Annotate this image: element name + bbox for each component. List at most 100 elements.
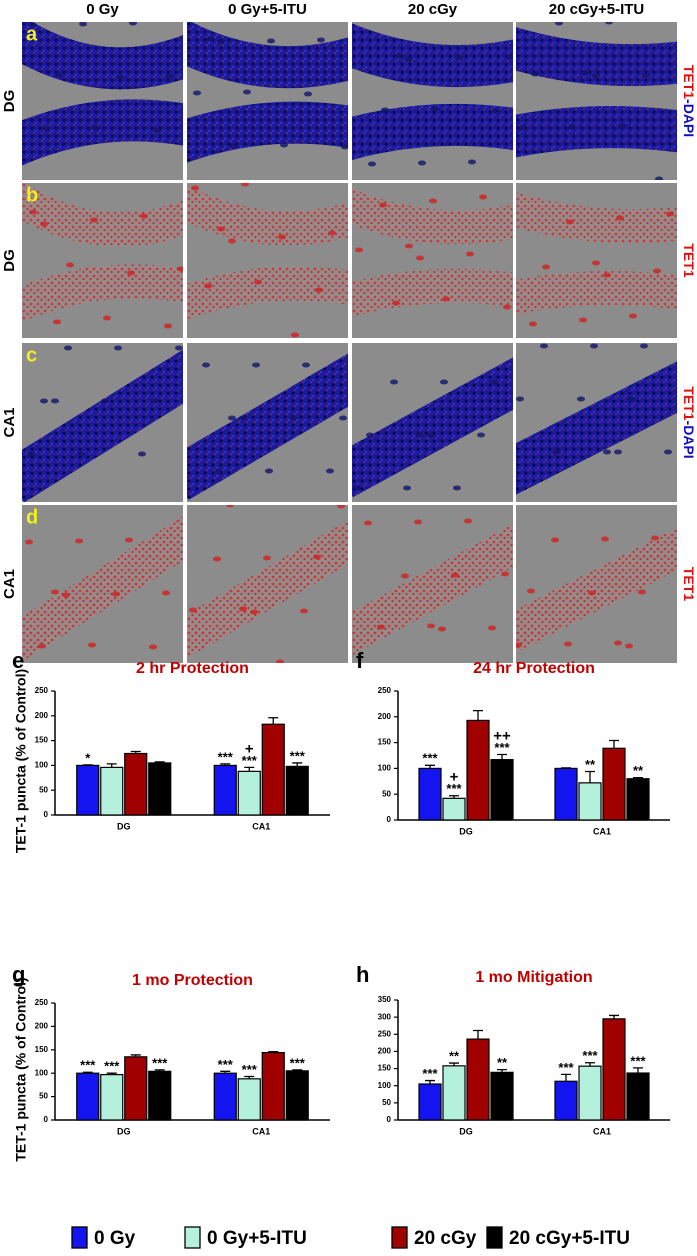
y-tick-label: 200 [35, 711, 49, 720]
error-bar [473, 1029, 483, 1040]
bar [100, 766, 124, 816]
legend-swatch [71, 1226, 88, 1249]
stain-label: TET1 [681, 567, 697, 601]
y-tick-label: 50 [382, 1098, 391, 1107]
column-header: 0 Gy+5-ITU [228, 1, 307, 18]
significance-label: *** [558, 1060, 574, 1075]
stain-label: TET1 [681, 243, 697, 277]
bar [100, 1074, 124, 1121]
panel-letter: g [12, 962, 25, 987]
micrograph [187, 343, 348, 502]
error-bar [220, 1070, 231, 1074]
y-tick-label: 50 [39, 1092, 48, 1101]
y-tick-label: 300 [378, 1012, 392, 1021]
y-tick-label: 250 [35, 686, 49, 695]
y-tick-label: 100 [378, 1081, 392, 1090]
panel-letter: h [356, 962, 369, 987]
micrograph [22, 22, 183, 180]
micrograph [516, 183, 677, 338]
column-header: 20 cGy [408, 1, 458, 18]
stain-part: TET1 [681, 567, 697, 601]
error-bar [633, 1067, 643, 1074]
stain-label: TET1-DAPI [681, 386, 697, 458]
significance-label: *** [218, 749, 234, 764]
micrograph [352, 505, 513, 663]
error-bar [449, 795, 459, 799]
micrograph [352, 22, 513, 180]
significance-label: *** [152, 1055, 168, 1070]
x-tick-label: DG [117, 1126, 131, 1136]
significance-label: *** [630, 1053, 646, 1068]
bar [626, 778, 650, 821]
bar [418, 767, 442, 821]
stain-label: TET1-DAPI [681, 65, 697, 137]
significance-label: *** [218, 1057, 234, 1072]
bar [261, 1052, 285, 1121]
error-bar [292, 1069, 303, 1071]
significance-label: *** [422, 751, 438, 766]
error-bar [130, 1054, 141, 1057]
micrograph [22, 343, 183, 502]
chart-title: 24 hr Protection [473, 660, 595, 677]
significance-label: *** [104, 1059, 120, 1074]
micrograph [22, 183, 183, 338]
error-bar [585, 1062, 595, 1067]
micrograph [516, 505, 677, 663]
y-tick-label: 200 [378, 712, 392, 721]
y-tick-label: 100 [35, 761, 49, 770]
error-bar [473, 709, 483, 721]
error-bar [425, 1079, 435, 1084]
y-tick-label: 250 [378, 686, 392, 695]
bar [124, 752, 148, 816]
error-bar [609, 739, 619, 749]
panel-letter: e [12, 648, 24, 673]
legend-label: 0 Gy [94, 1228, 136, 1249]
error-bar [154, 761, 165, 763]
y-tick-label: 350 [378, 995, 392, 1004]
x-tick-label: CA1 [252, 821, 270, 831]
error-bar [268, 717, 279, 725]
significance-label: ** [585, 757, 596, 772]
error-bar [585, 770, 595, 783]
y-axis-label: TET-1 puncta (% of Control) [13, 977, 29, 1161]
bar [285, 765, 309, 816]
legend-swatch [391, 1226, 408, 1249]
micrograph [352, 343, 513, 502]
bar [578, 782, 602, 821]
panel-letter: a [26, 23, 38, 45]
significance-label: *** [422, 1066, 438, 1081]
error-bar [130, 750, 141, 754]
significance-label: ** [497, 1055, 508, 1070]
error-bar [561, 767, 571, 769]
stain-part: -DAPI [681, 421, 697, 459]
micrograph [22, 505, 183, 663]
micrograph [352, 183, 513, 338]
bar [213, 764, 237, 816]
significance-label: *** [80, 1058, 96, 1073]
panel-letter: f [356, 648, 364, 673]
error-bar [561, 1073, 571, 1082]
micrograph [187, 22, 348, 180]
y-tick-label: 250 [35, 998, 49, 1007]
bar [626, 1072, 650, 1121]
bar [237, 770, 261, 816]
chart-title: 1 mo Protection [132, 972, 253, 989]
error-bar [449, 1062, 459, 1066]
y-axis-label: TET-1 puncta (% of Control) [13, 669, 29, 853]
y-tick-label: 0 [44, 810, 49, 819]
panel-letter: c [26, 344, 37, 366]
micrograph [187, 505, 348, 663]
bar [237, 1078, 261, 1121]
bar [418, 1083, 442, 1121]
bar [148, 1070, 172, 1121]
stain-part: TET1 [681, 386, 697, 420]
significance-label: + [245, 740, 254, 757]
y-tick-label: 150 [35, 736, 49, 745]
legend-swatch [184, 1226, 201, 1249]
significance-label: ++ [493, 727, 511, 744]
y-tick-label: 0 [387, 815, 392, 824]
micrograph [516, 343, 677, 502]
y-tick-label: 50 [382, 789, 391, 798]
error-bar [609, 1014, 619, 1019]
